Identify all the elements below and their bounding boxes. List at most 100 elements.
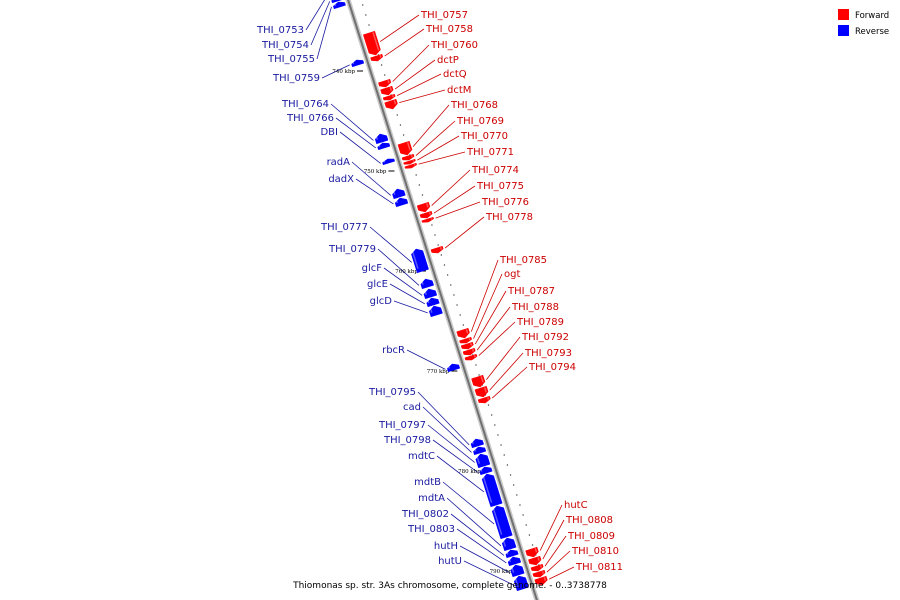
gene-arrow[interactable] xyxy=(394,197,409,208)
gene-label[interactable]: THI_0757 xyxy=(420,10,468,21)
gene-label[interactable]: mdtA xyxy=(418,493,445,504)
gene-label[interactable]: THI_0754 xyxy=(261,40,309,51)
gene-label[interactable]: THI_0803 xyxy=(407,524,455,535)
gene-arrow[interactable] xyxy=(534,575,548,586)
gene-arrow[interactable] xyxy=(479,466,493,476)
gene-arrow[interactable] xyxy=(528,555,542,566)
gene-label[interactable]: THI_0770 xyxy=(460,131,508,142)
gene-arrow[interactable] xyxy=(351,59,365,68)
gene-arrow[interactable] xyxy=(470,438,485,449)
gene-label[interactable]: rbcR xyxy=(382,345,405,356)
gene-arrow[interactable] xyxy=(378,78,392,88)
gene-arrow[interactable] xyxy=(510,564,525,578)
gene-arrow[interactable] xyxy=(421,216,434,223)
gene-label[interactable]: THI_0766 xyxy=(286,113,334,124)
gene-label[interactable]: THI_0764 xyxy=(281,99,329,110)
gene-label[interactable]: glcD xyxy=(370,296,393,307)
gene-label[interactable]: THI_0769 xyxy=(456,116,504,127)
gene-label[interactable]: dadX xyxy=(328,174,354,185)
gene-label[interactable]: cad xyxy=(403,402,421,413)
gene-label[interactable]: THI_0759 xyxy=(272,73,320,84)
gene-label[interactable]: mdtB xyxy=(414,477,441,488)
gene-arrow[interactable] xyxy=(331,0,344,4)
gene-label[interactable]: THI_0755 xyxy=(267,54,315,65)
gene-arrow[interactable] xyxy=(513,575,529,592)
gene-arrow[interactable] xyxy=(419,210,433,219)
gene-label[interactable]: THI_0794 xyxy=(528,362,576,373)
gene-label[interactable]: THI_0802 xyxy=(401,509,449,520)
gene-label[interactable]: THI_0809 xyxy=(567,531,615,542)
gene-label[interactable]: dctQ xyxy=(443,69,467,80)
gene-arrow[interactable] xyxy=(474,385,489,398)
gene-arrow[interactable] xyxy=(392,188,406,200)
gene-label[interactable]: glcF xyxy=(362,263,383,274)
gene-arrow[interactable] xyxy=(429,305,443,318)
gene-arrow[interactable] xyxy=(456,327,470,339)
gene-label[interactable]: THI_0789 xyxy=(516,317,564,328)
gene-arrow[interactable] xyxy=(382,158,396,166)
gene-label[interactable]: THI_0808 xyxy=(565,515,613,526)
gene-arrow[interactable] xyxy=(370,53,384,62)
gene-arrow[interactable] xyxy=(530,563,544,572)
gene-arrow[interactable] xyxy=(420,278,435,290)
gene-label[interactable]: THI_0771 xyxy=(466,147,514,158)
gene-label[interactable]: THI_0811 xyxy=(575,562,623,573)
gene-arrow[interactable] xyxy=(362,30,381,56)
gene-arrow[interactable] xyxy=(403,158,416,165)
gene-label[interactable]: THI_0758 xyxy=(425,24,473,35)
gene-arrow[interactable] xyxy=(411,248,429,274)
gene-label[interactable]: DBI xyxy=(320,127,338,138)
gene-arrow[interactable] xyxy=(505,549,519,559)
gene-arrow[interactable] xyxy=(423,288,438,300)
gene-arrow[interactable] xyxy=(377,142,391,151)
gene-arrow[interactable] xyxy=(401,153,415,161)
gene-label[interactable]: hutU xyxy=(438,556,462,567)
gene-label[interactable]: THI_0768 xyxy=(450,100,498,111)
gene-arrow[interactable] xyxy=(532,569,546,578)
gene-label[interactable]: THI_0795 xyxy=(368,387,416,398)
gene-arrow[interactable] xyxy=(475,453,491,469)
gene-arrow[interactable] xyxy=(447,363,461,373)
gene-label[interactable]: THI_0787 xyxy=(507,286,555,297)
gene-label[interactable]: ogt xyxy=(504,269,520,280)
gene-arrow[interactable] xyxy=(481,473,503,508)
gene-arrow[interactable] xyxy=(471,374,486,388)
gene-arrow[interactable] xyxy=(382,93,396,101)
gene-arrow[interactable] xyxy=(416,201,431,213)
gene-arrow[interactable] xyxy=(477,395,491,404)
gene-label[interactable]: THI_0777 xyxy=(320,222,368,233)
gene-label[interactable]: THI_0788 xyxy=(511,302,559,313)
gene-label[interactable]: mdtC xyxy=(408,451,435,462)
gene-arrow[interactable] xyxy=(430,245,444,254)
gene-label[interactable]: THI_0753 xyxy=(256,25,304,36)
gene-arrow[interactable] xyxy=(501,537,517,552)
gene-label[interactable]: hutC xyxy=(564,500,588,511)
gene-label[interactable]: THI_0774 xyxy=(471,165,519,176)
gene-label[interactable]: THI_0760 xyxy=(430,40,478,51)
gene-arrow[interactable] xyxy=(491,505,513,540)
gene-arrow[interactable] xyxy=(333,1,346,10)
gene-label[interactable]: hutH xyxy=(434,541,458,552)
gene-label[interactable]: THI_0798 xyxy=(383,435,431,446)
gene-label[interactable]: dctP xyxy=(437,55,459,66)
gene-arrow[interactable] xyxy=(462,347,476,356)
gene-label[interactable]: THI_0792 xyxy=(521,332,569,343)
gene-arrow[interactable] xyxy=(380,85,394,96)
gene-arrow[interactable] xyxy=(426,297,440,308)
gene-label[interactable]: THI_0797 xyxy=(378,420,426,431)
gene-arrow[interactable] xyxy=(459,336,472,344)
gene-label[interactable]: radA xyxy=(327,157,351,168)
gene-arrow[interactable] xyxy=(507,556,522,567)
gene-label[interactable]: THI_0785 xyxy=(499,255,547,266)
gene-arrow[interactable] xyxy=(473,446,487,456)
gene-arrow[interactable] xyxy=(397,140,413,156)
gene-label[interactable]: THI_0779 xyxy=(328,244,376,255)
gene-arrow[interactable] xyxy=(384,98,398,110)
gene-arrow[interactable] xyxy=(404,162,418,169)
gene-label[interactable]: THI_0776 xyxy=(481,197,529,208)
gene-label[interactable]: glcE xyxy=(367,279,388,290)
gene-label[interactable]: THI_0778 xyxy=(485,212,533,223)
gene-arrow[interactable] xyxy=(374,133,389,145)
gene-label[interactable]: THI_0810 xyxy=(571,546,619,557)
gene-label[interactable]: THI_0775 xyxy=(476,181,524,192)
